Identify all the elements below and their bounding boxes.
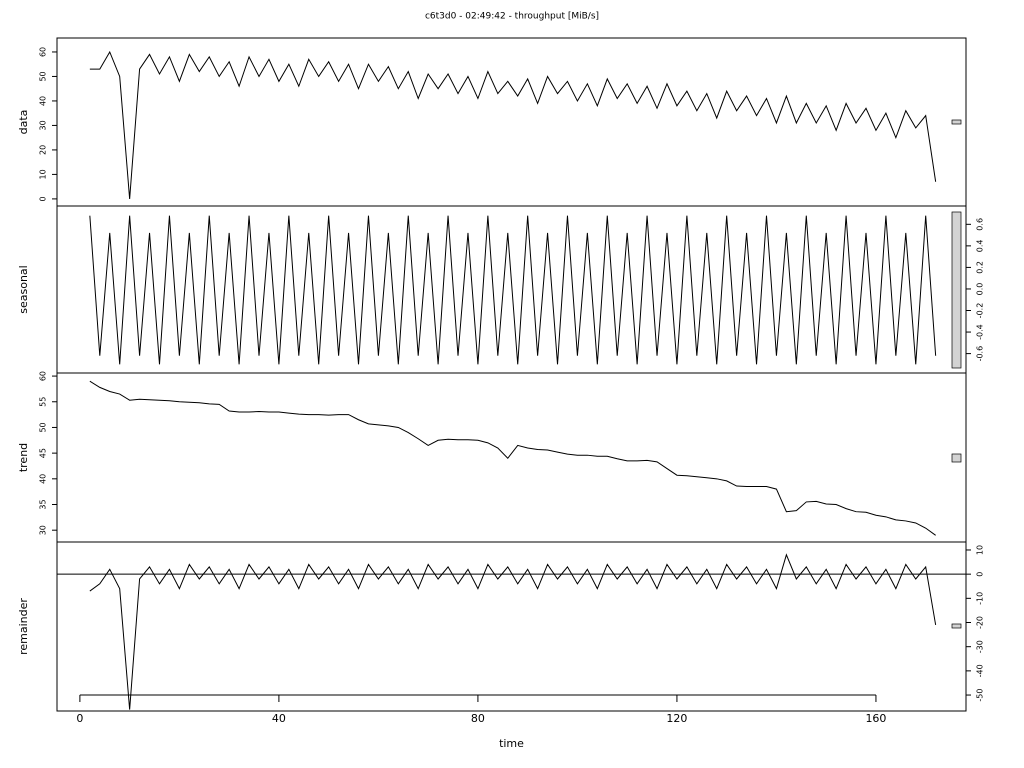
y-tick-label: -0.6	[976, 346, 985, 362]
y-tick-label: -20	[976, 616, 985, 629]
y-tick-label: 60	[39, 371, 48, 381]
y-tick-label: 0.4	[976, 239, 985, 252]
y-tick-label: -0.4	[976, 324, 985, 340]
y-tick-label: 40	[39, 474, 48, 484]
y-tick-label: -10	[976, 592, 985, 605]
x-axis-label: time	[499, 737, 524, 750]
x-tick-label: 80	[471, 712, 485, 725]
y-axis-label: remainder	[17, 598, 30, 655]
y-tick-label: 30	[39, 525, 48, 535]
y-axis-label: seasonal	[17, 265, 30, 313]
x-tick-label: 40	[272, 712, 286, 725]
scale-bar	[951, 453, 962, 463]
y-tick-label: 30	[39, 120, 48, 130]
y-tick-label: 35	[39, 499, 48, 509]
series-line	[89, 380, 936, 536]
y-tick-label: -40	[976, 664, 985, 677]
series-line	[89, 215, 937, 365]
y-tick-label: 45	[39, 448, 48, 458]
scale-bar	[951, 119, 962, 125]
y-tick-label: 40	[39, 96, 48, 106]
y-tick-label: 20	[39, 145, 48, 155]
scale-bar	[951, 623, 962, 629]
x-tick-label: 160	[865, 712, 886, 725]
chart-title: c6t3d0 - 02:49:42 - throughput [MiB/s]	[425, 12, 599, 22]
y-tick-label: 0.2	[976, 261, 985, 274]
y-tick-label: 10	[976, 545, 985, 555]
y-tick-label: 60	[39, 47, 48, 57]
series-line	[89, 553, 937, 710]
plot-frame	[56, 37, 967, 712]
y-tick-label: -30	[976, 640, 985, 653]
y-tick-label: 55	[39, 397, 48, 407]
y-tick-label: 0.0	[976, 283, 985, 296]
y-tick-label: 50	[39, 422, 48, 432]
y-tick-label: -0.2	[976, 303, 985, 319]
y-tick-label: 0.6	[976, 218, 985, 231]
y-tick-label: 10	[39, 169, 48, 179]
y-tick-label: -50	[976, 689, 985, 702]
y-axis-label: data	[17, 110, 30, 135]
x-tick-label: 120	[666, 712, 687, 725]
y-tick-label: 0	[39, 196, 48, 201]
x-tick-label: 0	[76, 712, 83, 725]
y-tick-label: 50	[39, 71, 48, 81]
series-line	[89, 50, 937, 199]
y-axis-label: trend	[17, 443, 30, 472]
scale-bar	[951, 211, 962, 369]
y-tick-label: 0	[976, 572, 985, 577]
